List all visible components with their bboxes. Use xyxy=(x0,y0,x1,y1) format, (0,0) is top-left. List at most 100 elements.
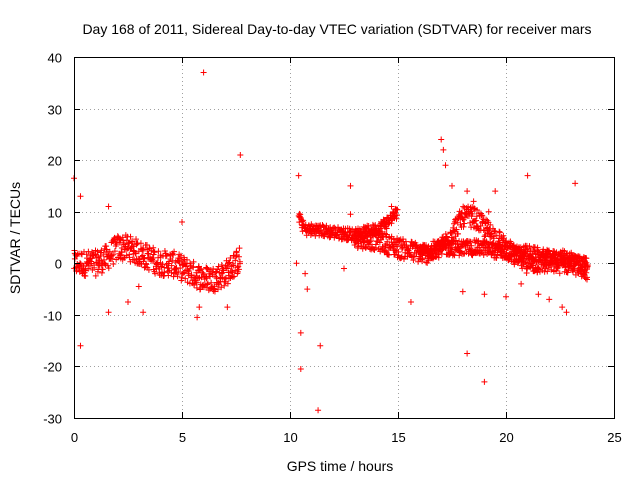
data-point xyxy=(572,180,579,187)
data-point xyxy=(100,256,107,263)
data-point xyxy=(99,266,106,273)
data-point xyxy=(453,226,460,233)
data-point xyxy=(394,206,401,213)
data-point xyxy=(454,240,461,247)
data-point xyxy=(440,146,447,153)
data-point xyxy=(102,261,109,268)
data-point xyxy=(105,309,112,316)
data-point xyxy=(459,288,466,295)
data-point xyxy=(214,266,221,273)
data-point xyxy=(443,233,450,240)
x-tick-label: 5 xyxy=(179,430,186,445)
data-point xyxy=(155,248,162,255)
data-point xyxy=(392,247,399,254)
data-point xyxy=(461,220,468,227)
data-point xyxy=(203,284,210,291)
data-point xyxy=(98,269,105,276)
data-point xyxy=(133,236,140,243)
y-tick-label: 10 xyxy=(48,206,62,221)
data-point xyxy=(77,342,84,349)
data-point xyxy=(398,255,405,262)
data-point xyxy=(547,262,554,269)
x-axis-title: GPS time / hours xyxy=(287,458,394,474)
data-point xyxy=(486,244,493,251)
data-point xyxy=(347,211,354,218)
data-point xyxy=(394,243,401,250)
data-point xyxy=(347,182,354,189)
data-point xyxy=(492,188,499,195)
data-point xyxy=(480,252,487,259)
x-tick-label: 25 xyxy=(607,430,621,445)
data-point xyxy=(235,253,242,260)
data-point xyxy=(553,267,560,274)
data-point xyxy=(450,224,457,231)
data-point xyxy=(198,274,205,281)
data-point xyxy=(143,242,150,249)
y-tick-label: -10 xyxy=(43,309,62,324)
data-point xyxy=(166,258,173,265)
data-point xyxy=(556,270,563,277)
data-point xyxy=(388,220,395,227)
data-point xyxy=(145,250,152,257)
y-tick-label: -20 xyxy=(43,360,62,375)
data-point xyxy=(137,240,144,247)
data-point xyxy=(224,280,231,287)
data-point xyxy=(199,269,206,276)
data-point xyxy=(449,182,455,189)
data-point xyxy=(563,309,570,316)
y-tick-label: 0 xyxy=(55,257,62,272)
data-point xyxy=(221,282,228,289)
data-point xyxy=(415,258,422,265)
data-point xyxy=(155,254,162,261)
x-tick-label: 0 xyxy=(71,430,78,445)
data-point xyxy=(518,280,525,287)
data-point xyxy=(226,259,233,266)
data-point xyxy=(375,245,382,252)
data-point xyxy=(526,243,533,250)
data-point xyxy=(545,247,552,254)
data-point xyxy=(218,284,225,291)
data-point xyxy=(574,258,581,265)
data-point xyxy=(373,226,380,233)
data-point xyxy=(402,238,409,245)
data-point xyxy=(117,252,124,259)
data-point xyxy=(151,249,158,256)
data-point xyxy=(481,378,488,385)
data-point xyxy=(450,227,457,234)
data-point xyxy=(376,239,383,246)
data-point xyxy=(524,172,531,179)
data-point xyxy=(118,249,125,256)
data-point xyxy=(394,212,401,219)
data-point xyxy=(469,210,476,217)
data-point xyxy=(105,265,112,272)
data-point xyxy=(405,245,412,252)
data-point xyxy=(511,261,518,268)
data-point xyxy=(169,257,176,264)
data-point xyxy=(524,248,531,255)
axis-ticks xyxy=(74,57,615,419)
data-point xyxy=(125,298,131,305)
data-point xyxy=(386,251,393,258)
data-point xyxy=(579,264,586,271)
x-tick-label: 20 xyxy=(499,430,513,445)
data-point xyxy=(149,254,156,261)
data-point xyxy=(312,232,319,239)
data-point xyxy=(485,208,492,215)
data-point xyxy=(224,304,231,311)
data-point xyxy=(380,216,387,223)
data-point xyxy=(140,309,147,316)
data-point xyxy=(105,203,112,210)
data-point xyxy=(190,258,197,265)
data-point xyxy=(464,188,471,195)
data-point xyxy=(450,251,457,258)
data-point xyxy=(422,242,429,249)
data-point xyxy=(473,217,480,224)
data-point xyxy=(214,286,221,293)
data-point xyxy=(179,261,186,268)
data-point xyxy=(490,235,497,242)
data-point xyxy=(231,273,238,280)
data-point xyxy=(229,273,236,280)
data-point xyxy=(215,263,222,270)
data-point xyxy=(407,298,414,305)
data-point xyxy=(110,261,117,268)
